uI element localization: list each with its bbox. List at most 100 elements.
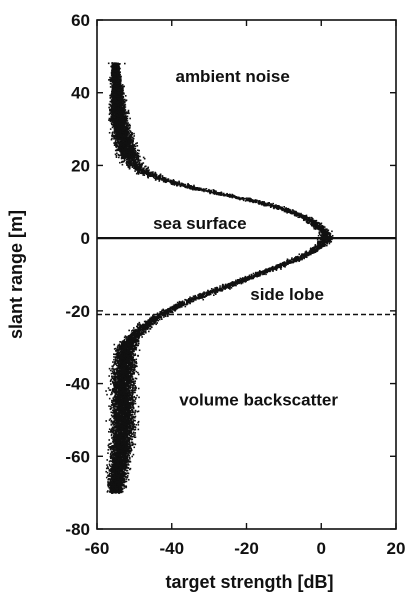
data-point [117,64,120,66]
data-point [318,222,321,224]
data-point [124,119,126,121]
data-point [305,214,308,217]
data-point [127,124,130,127]
data-point [287,207,290,210]
data-point [110,65,112,68]
data-point [110,95,113,98]
data-point [132,165,135,167]
data-point [121,100,124,102]
data-point [293,210,296,212]
data-point [224,194,227,197]
data-point [165,181,167,183]
data-point [239,197,241,200]
data-point [253,201,256,203]
data-point [143,169,146,172]
data-point [112,111,115,114]
data-point [130,158,133,160]
data-point [128,112,130,115]
data-point [300,216,303,218]
data-point [180,184,183,187]
data-point [117,71,119,74]
data-point [116,118,119,121]
data-point [120,96,123,99]
data-point [128,163,131,166]
data-point [161,176,164,179]
data-point [119,100,122,103]
data-point [122,133,125,136]
data-point [249,200,251,203]
data-point [320,241,323,244]
data-point [131,142,134,144]
data-point [172,181,174,184]
data-point [126,112,129,115]
data-point [125,152,128,155]
data-point [252,201,255,204]
data-point [119,133,121,136]
data-point [131,155,134,158]
data-point [113,125,115,127]
data-point [121,113,123,115]
data-point [158,180,161,182]
data-point [126,158,129,160]
data-point [129,146,131,149]
data-point [117,145,119,148]
data-point [130,149,132,152]
data-point [120,101,122,104]
data-point [145,173,148,175]
data-point [112,105,114,108]
data-point [121,88,124,91]
data-point [331,238,333,241]
data-point [126,150,129,152]
data-point [217,192,220,195]
data-point [316,222,318,225]
data-point [117,86,119,88]
data-point [135,166,138,169]
data-point [117,138,120,140]
data-point [124,142,126,145]
data-point [127,109,130,112]
data-point [322,235,325,238]
data-point [112,78,114,81]
data-point [304,215,307,217]
data-point [116,127,119,130]
data-point [120,149,122,152]
data-point [113,89,115,92]
data-point [113,65,116,68]
data-point [307,217,309,219]
data-point [300,212,302,215]
data-point [122,155,124,157]
data-point [235,197,238,200]
data-point [193,187,196,190]
data-point [124,133,127,136]
data-point [119,106,122,109]
data-point [128,157,131,159]
data-point [318,242,321,244]
data-point [111,69,114,71]
data-point [276,207,278,210]
data-point [107,62,110,65]
data-point [120,140,123,142]
data-point [122,119,125,122]
data-point [116,129,119,131]
data-point [117,62,119,65]
data-point [125,149,128,151]
data-point [317,226,319,228]
data-point [124,144,127,146]
data-point [113,135,116,137]
data-point [115,97,117,100]
data-point [112,89,114,92]
data-point [148,173,150,175]
data-point [234,195,236,198]
data-point [111,85,114,87]
data-point [320,230,322,232]
data-point [292,209,294,212]
data-point [209,192,211,195]
data-point [119,142,122,145]
data-point [119,161,121,164]
data-point [246,197,248,199]
data-point [126,128,128,131]
data-point [270,205,273,208]
data-point [266,204,269,207]
data-point [142,174,144,176]
data-point [237,197,239,200]
